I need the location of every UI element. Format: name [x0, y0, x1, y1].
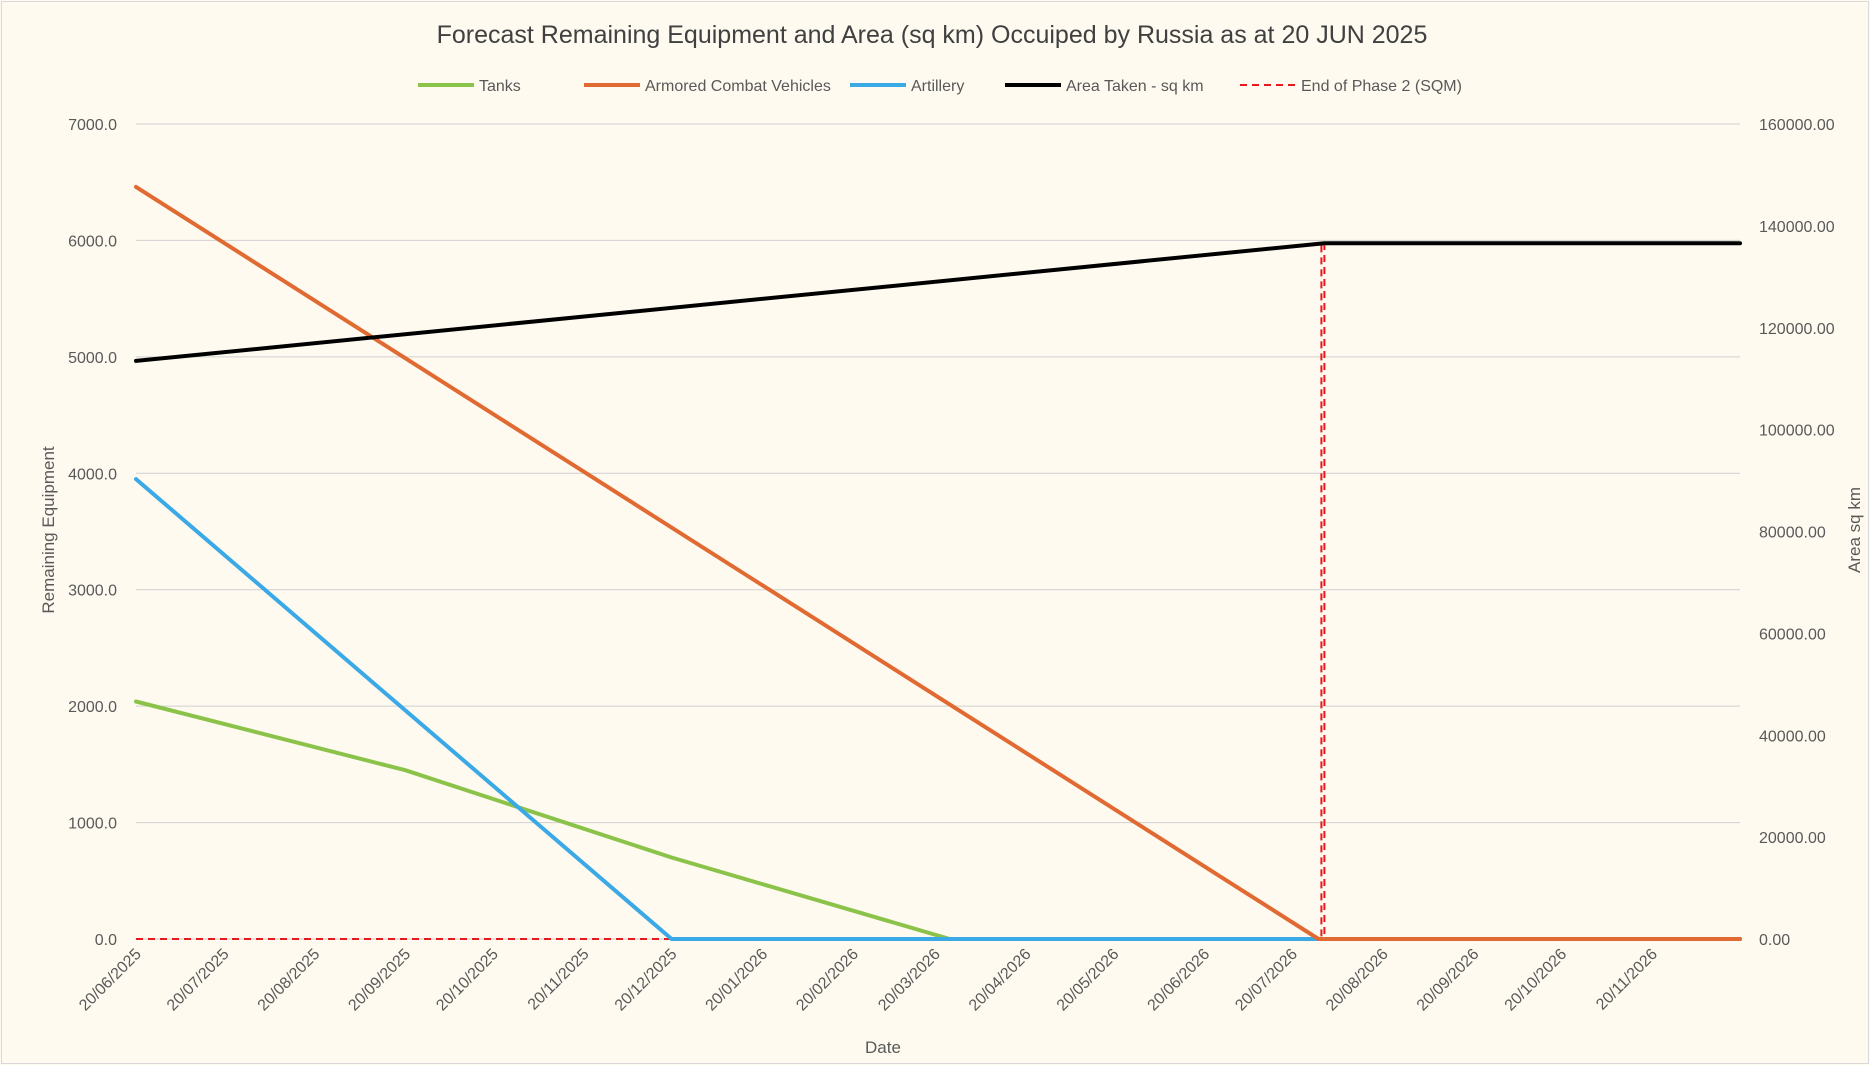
chart-title: Forecast Remaining Equipment and Area (s…: [437, 21, 1428, 49]
x-tick-label: 20/11/2025: [525, 946, 593, 1014]
y-axis-title: Remaining Equipment: [39, 446, 58, 614]
x-tick-label: 20/06/2025: [76, 946, 145, 1015]
x-tick-label: 20/03/2026: [875, 946, 944, 1015]
y-tick-label: 0.0: [95, 932, 117, 949]
y2-axis-ticks: 0.00 20000.00 40000.00 60000.00 80000.00 1000…: [1759, 117, 1835, 949]
y-tick-label: 6000.0: [68, 233, 117, 250]
x-tick-label: 20/09/2026: [1414, 946, 1483, 1015]
y2-tick-label: 20000.00: [1759, 830, 1826, 847]
legend-label: Area Taken - sq km: [1066, 78, 1204, 95]
legend-label: Armored Combat Vehicles: [645, 78, 831, 95]
x-tick-label: 20/11/2026: [1593, 946, 1661, 1014]
x-axis-ticks: 20/06/2025 20/07/2025 20/08/2025 20/09/2025…: [76, 946, 1661, 1015]
y-tick-label: 7000.0: [68, 117, 117, 134]
x-tick-label: 20/04/2026: [966, 946, 1035, 1015]
y-tick-label: 1000.0: [68, 816, 117, 833]
x-tick-label: 20/12/2025: [612, 946, 681, 1015]
y2-tick-label: 0.00: [1759, 932, 1790, 949]
x-tick-label: 20/10/2025: [433, 946, 502, 1015]
x-axis-title: Date: [865, 1038, 901, 1057]
x-tick-label: 20/07/2025: [164, 946, 233, 1015]
series-line: [134, 241, 1742, 363]
y-tick-label: 2000.0: [68, 699, 117, 716]
x-tick-label: 20/08/2025: [255, 946, 324, 1015]
y2-tick-label: 160000.00: [1759, 117, 1835, 134]
x-tick-label: 20/08/2026: [1323, 946, 1392, 1015]
x-tick-label: 20/10/2026: [1502, 946, 1571, 1015]
x-tick-label: 20/07/2026: [1232, 946, 1301, 1015]
y-axis-ticks: 0.0 1000.0 2000.0 3000.0 4000.0 5000.0 6000.0 7…: [68, 117, 117, 949]
legend-label: Artillery: [911, 78, 964, 95]
y-tick-label: 4000.0: [68, 466, 117, 483]
x-tick-label: 20/02/2026: [793, 946, 862, 1015]
y2-tick-label: 140000.00: [1759, 219, 1835, 236]
x-tick-label: 20/05/2026: [1054, 946, 1123, 1015]
y2-tick-label: 60000.00: [1759, 626, 1826, 643]
series-line: [134, 699, 1742, 941]
legend-label: End of Phase 2 (SQM): [1301, 78, 1462, 95]
legend: Tanks Armored Combat Vehicles Artillery Are…: [418, 78, 1462, 95]
y2-tick-label: 80000.00: [1759, 525, 1826, 542]
legend-label: Tanks: [479, 78, 521, 95]
x-tick-label: 20/09/2025: [345, 946, 414, 1015]
y2-tick-label: 100000.00: [1759, 423, 1835, 440]
plot-area: [134, 184, 1742, 941]
x-tick-label: 20/06/2026: [1145, 946, 1214, 1015]
series-line: [136, 242, 1740, 940]
gridlines: [136, 123, 1740, 940]
y2-tick-label: 40000.00: [1759, 728, 1826, 745]
y2-tick-label: 120000.00: [1759, 321, 1835, 338]
y-tick-label: 5000.0: [68, 350, 117, 367]
x-tick-label: 20/01/2026: [703, 946, 772, 1015]
y2-axis-title: Area sq km: [1845, 487, 1864, 573]
y-tick-label: 3000.0: [68, 583, 117, 600]
series-line: [134, 184, 1742, 941]
series-line: [134, 477, 1742, 941]
